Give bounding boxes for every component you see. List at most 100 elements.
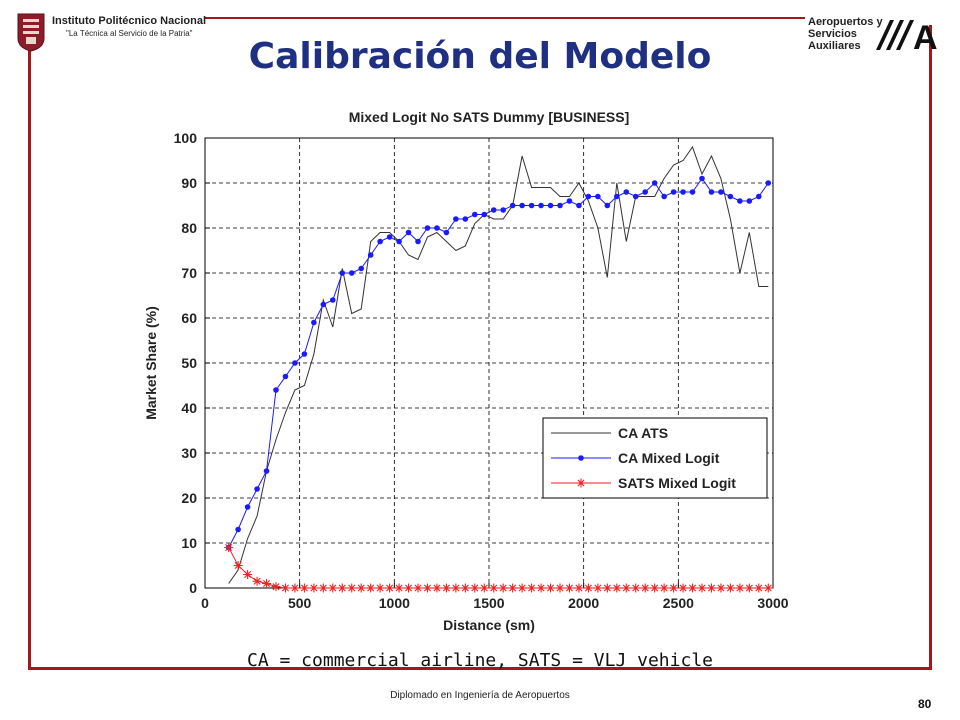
- data-point: [650, 583, 660, 593]
- y-tick-label: 60: [181, 310, 197, 326]
- series-line: [228, 177, 769, 548]
- data-point: [498, 583, 508, 593]
- data-point: [451, 583, 461, 593]
- y-axis-label: Market Share (%): [143, 306, 159, 420]
- y-tick-label: 30: [181, 445, 197, 461]
- data-point: [394, 583, 404, 593]
- asa-logo-icon: A: [876, 19, 938, 52]
- data-point: [386, 234, 393, 240]
- legend-item: CA ATS: [551, 425, 668, 441]
- data-point: [555, 583, 565, 593]
- data-point: [328, 583, 338, 593]
- data-point: [263, 468, 270, 474]
- slide-caption: CA = commercial airline, SATS = VLJ vehi…: [247, 650, 713, 671]
- x-tick-label: 0: [201, 595, 209, 611]
- data-point: [547, 202, 554, 209]
- data-point: [585, 193, 592, 200]
- data-point: [508, 583, 518, 593]
- data-point: [434, 225, 440, 231]
- data-point: [290, 583, 300, 593]
- data-point: [441, 583, 451, 593]
- data-point: [765, 180, 772, 186]
- data-point: [301, 351, 308, 357]
- data-point: [330, 297, 336, 303]
- institution-name: Instituto Politécnico Nacional: [52, 15, 207, 27]
- data-point: [612, 583, 622, 593]
- data-point: [366, 583, 376, 593]
- data-point: [566, 198, 573, 204]
- data-point: [632, 193, 639, 200]
- data-point: [367, 252, 374, 258]
- x-tick-label: 1000: [379, 595, 410, 611]
- data-point: [746, 198, 753, 204]
- data-point: [642, 189, 648, 195]
- data-point: [528, 202, 535, 209]
- y-tick-label: 50: [181, 355, 197, 371]
- data-point: [282, 373, 289, 380]
- y-tick-label: 80: [181, 220, 197, 236]
- data-point: [337, 583, 347, 593]
- y-tick-label: 40: [181, 400, 197, 416]
- data-point: [415, 238, 421, 245]
- data-point: [744, 583, 754, 593]
- data-point: [509, 202, 516, 209]
- asa-name: Aeropuertos y Servicios Auxiliares: [808, 16, 883, 52]
- data-point: [339, 270, 346, 276]
- series-line: [228, 145, 769, 584]
- x-tick-label: 2000: [568, 595, 599, 611]
- institution-header: Instituto Politécnico Nacional "La Técni…: [14, 12, 214, 62]
- data-point: [631, 583, 641, 593]
- legend-marker: [576, 478, 586, 488]
- data-point: [735, 583, 745, 593]
- legend-item: CA Mixed Logit: [551, 450, 720, 466]
- data-point: [659, 583, 669, 593]
- data-point: [564, 583, 574, 593]
- data-point: [546, 583, 556, 593]
- legend-label: SATS Mixed Logit: [618, 475, 736, 491]
- legend-label: CA ATS: [618, 425, 668, 441]
- institution-motto: "La Técnica al Servicio de la Patria": [66, 29, 193, 38]
- data-point: [413, 583, 423, 593]
- data-point: [716, 583, 726, 593]
- data-point: [699, 175, 705, 182]
- asa-line-3: Auxiliares: [808, 40, 861, 52]
- x-tick-label: 1500: [473, 595, 504, 611]
- data-point: [424, 225, 431, 231]
- data-point: [235, 526, 241, 533]
- data-point: [405, 229, 412, 236]
- data-point: [375, 583, 385, 593]
- data-point: [621, 583, 631, 593]
- legend-marker: [578, 455, 584, 461]
- data-point: [243, 570, 253, 579]
- data-point: [688, 583, 698, 593]
- series-2: [224, 543, 773, 593]
- data-point: [623, 189, 630, 195]
- data-point: [320, 301, 327, 308]
- asa-header: Aeropuertos y Servicios Auxiliares A: [808, 14, 948, 64]
- page-number: 80: [918, 697, 932, 711]
- data-point: [574, 583, 584, 593]
- data-point: [479, 583, 489, 593]
- data-point: [708, 189, 715, 195]
- data-point: [651, 180, 658, 186]
- data-point: [489, 583, 499, 593]
- data-point: [527, 583, 537, 593]
- data-point: [604, 202, 611, 209]
- ipn-logo-icon: [17, 13, 45, 52]
- data-point: [443, 229, 450, 236]
- data-point: [718, 189, 724, 195]
- data-point: [595, 193, 601, 200]
- data-point: [763, 583, 773, 593]
- data-point: [680, 189, 686, 195]
- chart-title: Mixed Logit No SATS Dummy [BUSINESS]: [349, 109, 630, 125]
- data-point: [348, 270, 355, 276]
- data-point: [678, 583, 688, 593]
- y-tick-label: 100: [174, 130, 198, 146]
- y-tick-label: 10: [181, 535, 197, 551]
- data-point: [262, 579, 272, 588]
- data-point: [697, 583, 707, 593]
- series-0: [228, 145, 769, 584]
- data-point: [385, 583, 395, 593]
- data-point: [754, 583, 764, 593]
- x-tick-label: 500: [288, 595, 312, 611]
